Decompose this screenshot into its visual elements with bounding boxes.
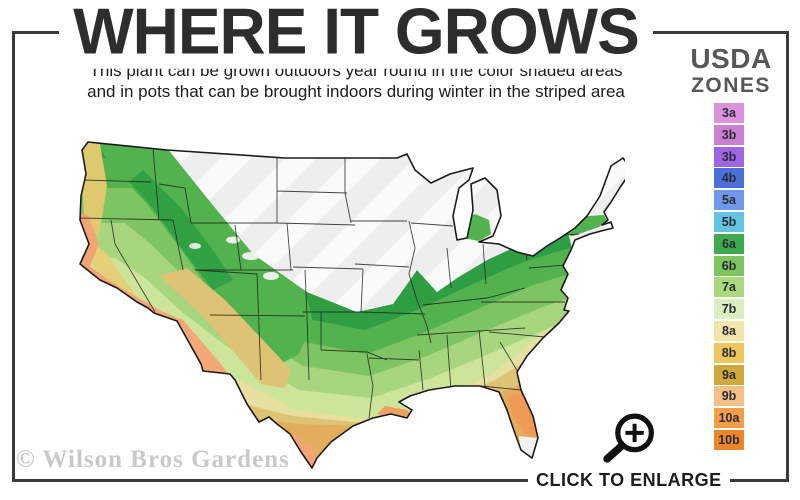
map-region-southwest-yellow bbox=[159, 268, 291, 388]
us-zone-map[interactable] bbox=[55, 128, 633, 473]
click-to-enlarge-button[interactable]: CLICK TO ENLARGE bbox=[528, 468, 730, 493]
legend-title-zones: ZONES bbox=[691, 74, 771, 97]
map-us-outline bbox=[79, 141, 633, 469]
legend-zone-9a: 9a bbox=[714, 364, 744, 385]
map-region-rockies-white-patch bbox=[263, 272, 279, 280]
legend-zone-6a: 6a bbox=[714, 233, 744, 254]
map-region-idaho-dark-green bbox=[129, 170, 233, 290]
watermark: © Wilson Bros Gardens bbox=[16, 446, 290, 473]
legend-zone-7b: 7b bbox=[714, 299, 744, 320]
legend-zone-10a: 10a bbox=[714, 408, 744, 429]
legend-zone-3a: 3a bbox=[714, 103, 744, 123]
legend-zone-5a: 5a bbox=[714, 190, 744, 211]
map-region-pacific-coast-yellow bbox=[82, 142, 107, 236]
legend-zone-8a: 8a bbox=[714, 320, 744, 341]
map-region-rockies-white-patch bbox=[226, 236, 240, 244]
legend-zone-3b: 3b bbox=[714, 146, 744, 167]
legend-title: USDA ZONES bbox=[688, 44, 774, 98]
legend-zone-5b: 5b bbox=[714, 211, 744, 232]
usda-zone-legend: 3a 3b 3b 4b 5a 5b 6a 6b 7a 7b 8a 8b 9a 9b 10a 10b bbox=[714, 103, 744, 452]
map-region-nevada-white-patch bbox=[189, 243, 201, 249]
subtitle-line-2: and in pots that can be brought indoors … bbox=[87, 82, 625, 101]
legend-zone-6b: 6b bbox=[714, 255, 744, 276]
magnifier-plus-icon[interactable] bbox=[598, 410, 662, 468]
legend-zone-10b: 10b bbox=[714, 429, 744, 450]
map-region-rockies-white-patch bbox=[242, 252, 260, 260]
page-title: WHERE IT GROWS bbox=[28, 0, 684, 69]
map-region-central-valley bbox=[87, 238, 137, 300]
legend-zone-8b: 8b bbox=[714, 342, 744, 363]
map-region-massachusetts-green bbox=[545, 215, 607, 236]
legend-title-usda: USDA bbox=[690, 43, 772, 74]
legend-zone-7a: 7a bbox=[714, 277, 744, 298]
us-zone-map-svg bbox=[79, 141, 633, 469]
map-region-south-florida-white bbox=[519, 436, 537, 458]
legend-zone-4b: 4b bbox=[714, 168, 744, 189]
map-clip-group bbox=[80, 142, 632, 468]
legend-zone-9b: 9b bbox=[714, 386, 744, 407]
legend-zone-3b: 3b bbox=[714, 124, 744, 145]
